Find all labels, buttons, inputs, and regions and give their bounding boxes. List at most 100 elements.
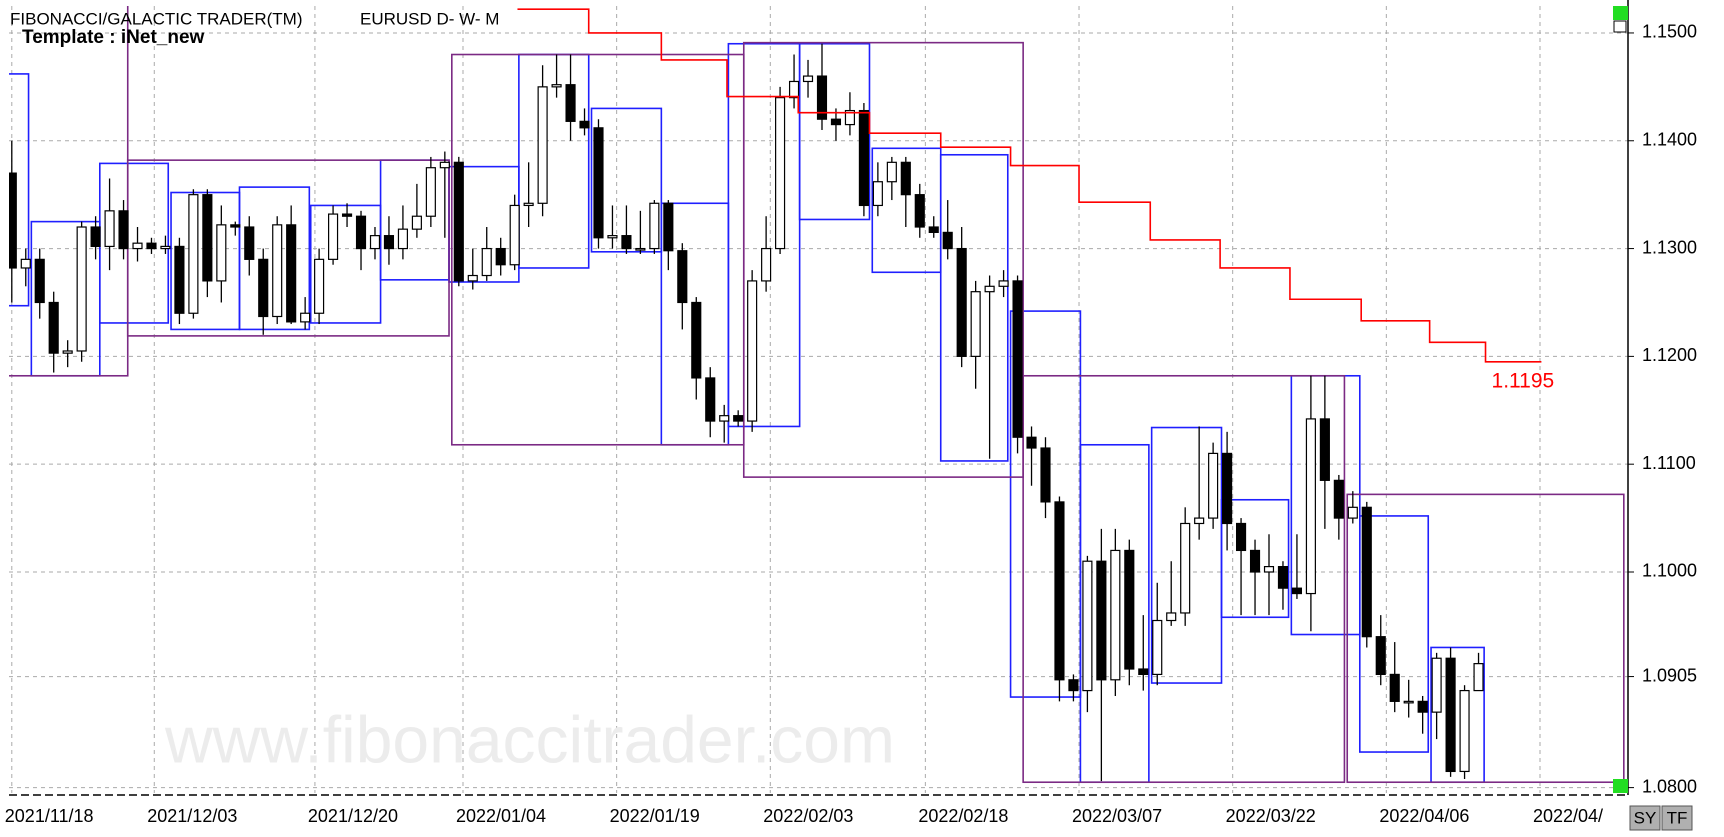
candle-body	[90, 226, 101, 248]
x-tick-label: 2022/01/04	[456, 806, 546, 826]
candle-body	[1375, 636, 1386, 676]
candle-body	[286, 224, 297, 323]
candle-body	[705, 377, 716, 422]
candle-body	[1110, 549, 1121, 681]
fib-box	[1358, 515, 1430, 753]
button-bg[interactable]	[1661, 805, 1693, 831]
candle-body	[341, 213, 353, 217]
candle-body	[1012, 280, 1023, 438]
candle-body	[872, 181, 883, 207]
plot-area: 1.1195	[9, 6, 1625, 784]
candle-body	[467, 274, 478, 282]
candle-body	[1096, 560, 1107, 681]
candle-body	[691, 301, 702, 379]
y-tick-label: 1.0905	[1642, 665, 1697, 685]
candle-body	[1166, 612, 1177, 622]
candle-body	[425, 167, 436, 217]
candle-body	[956, 247, 967, 357]
corner-icon	[1613, 20, 1627, 33]
y-tick-label: 1.1000	[1642, 561, 1697, 581]
candle-body	[1068, 679, 1079, 692]
candle-body	[397, 228, 408, 250]
candle-body	[1180, 522, 1191, 614]
y-tick-label: 1.1300	[1642, 237, 1697, 257]
button-label[interactable]: SY	[1634, 808, 1657, 827]
button[interactable]: SY	[1629, 805, 1661, 831]
candle-body	[900, 161, 911, 196]
candle-body	[1347, 506, 1358, 519]
x-tick-label: 2021/12/20	[308, 806, 398, 826]
button-label[interactable]: TF	[1667, 808, 1688, 827]
candle-body	[1361, 506, 1372, 638]
candle-body	[300, 312, 311, 323]
candle-body	[607, 235, 618, 239]
candle-body	[1305, 418, 1316, 595]
candle-body	[1319, 418, 1330, 481]
candle-body	[1208, 452, 1219, 519]
candle-body	[1333, 479, 1344, 519]
candle-body	[802, 75, 814, 83]
fib-box	[1346, 493, 1625, 784]
candle-body	[216, 224, 227, 282]
candle-body	[1445, 657, 1456, 773]
candle-body	[928, 226, 939, 233]
button-bg[interactable]	[1629, 805, 1661, 831]
candle-body	[1459, 689, 1470, 773]
candle-body	[719, 415, 730, 422]
candle-body	[48, 301, 59, 354]
candle-body	[132, 242, 143, 250]
corner-marker	[1613, 6, 1628, 20]
candle-body	[649, 202, 660, 250]
stop-line-label: 1.1195	[1492, 369, 1555, 392]
candle-body	[9, 172, 17, 269]
candle-body	[677, 250, 688, 304]
candle-body	[1152, 619, 1163, 676]
candle-body	[565, 84, 576, 122]
candle-body	[383, 235, 395, 250]
fib-box	[1220, 498, 1290, 619]
candle-body	[509, 204, 520, 266]
candle-body	[146, 242, 157, 250]
candle-body	[747, 280, 758, 422]
candle-body	[523, 202, 534, 207]
candle-body	[174, 245, 185, 314]
candle-body	[816, 75, 828, 120]
candle-body	[775, 97, 786, 250]
x-tick-label: 2021/11/18	[5, 806, 94, 826]
y-tick-label: 1.1400	[1642, 130, 1697, 150]
candle-body	[202, 194, 213, 282]
x-tick-label: 2022/02/03	[763, 806, 853, 826]
x-tick-label: 2022/04/06	[1379, 806, 1469, 826]
candle-body	[537, 86, 548, 204]
candle-body	[34, 258, 45, 304]
button[interactable]: TF	[1661, 805, 1693, 831]
candle-body	[844, 109, 856, 126]
candle-body	[1222, 452, 1233, 525]
candle-body	[761, 247, 772, 282]
candle-body	[593, 127, 604, 239]
candle-body	[244, 226, 255, 260]
candle-body	[328, 213, 339, 260]
candle-body	[1235, 522, 1247, 552]
candle-body	[1194, 517, 1205, 525]
fib-box	[1022, 374, 1346, 784]
candle-body	[481, 247, 492, 277]
fib-box	[238, 186, 311, 331]
candle-body	[663, 202, 674, 252]
x-tick-label: 2022/01/19	[610, 806, 700, 826]
fib-box	[9, 73, 30, 307]
candle-body	[1403, 700, 1414, 704]
candle-body	[188, 194, 199, 314]
candle-body	[230, 224, 241, 228]
candle-body	[579, 120, 590, 129]
y-tick-label: 1.1500	[1642, 22, 1697, 42]
candle-body	[118, 210, 129, 250]
candle-body	[160, 245, 171, 250]
x-tick-label: 2022/02/18	[918, 806, 1008, 826]
fib-box	[727, 42, 801, 428]
candle-body	[1417, 700, 1428, 713]
stop-line	[517, 8, 1542, 363]
candle-body	[998, 280, 1009, 287]
